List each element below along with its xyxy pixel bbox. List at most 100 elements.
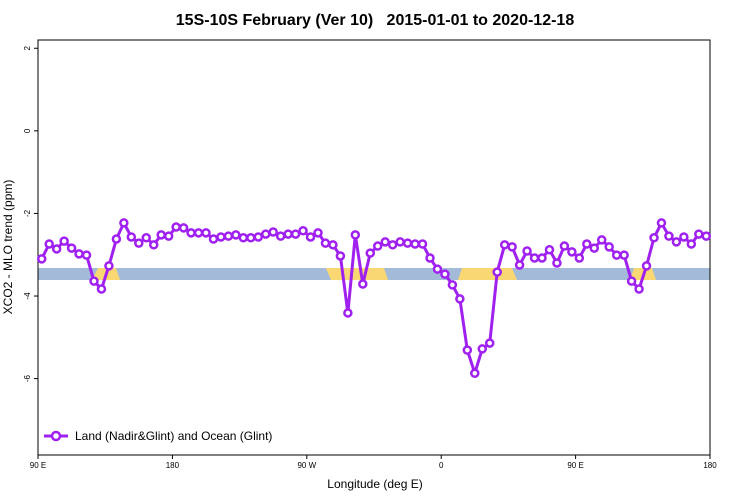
- data-point: [119, 218, 129, 228]
- surface-band: [38, 268, 710, 280]
- data-point: [574, 253, 585, 263]
- data-point: [238, 233, 249, 243]
- data-point: [649, 233, 659, 243]
- data-point: [193, 228, 204, 238]
- plot-frame: [37, 39, 711, 456]
- data-point: [298, 226, 308, 236]
- data-point: [171, 222, 181, 232]
- land-band: [326, 268, 388, 280]
- y-tick-label: -2: [23, 209, 32, 217]
- y-tick-label: 0: [23, 128, 32, 133]
- data-point: [343, 308, 353, 318]
- data-point: [514, 260, 525, 270]
- data-point: [96, 284, 107, 294]
- data-point: [81, 250, 92, 260]
- data-point: [246, 233, 256, 243]
- data-point: [290, 229, 301, 239]
- data-point: [567, 247, 577, 257]
- data-point: [470, 368, 480, 378]
- data-point: [604, 242, 614, 252]
- data-point: [425, 253, 435, 263]
- data-point: [559, 241, 570, 251]
- data-point: [529, 253, 540, 263]
- data-point: [619, 250, 629, 260]
- data-point: [350, 230, 361, 240]
- x-axis-label: Longitude (deg E): [327, 477, 422, 491]
- data-point: [417, 239, 428, 249]
- x-tick-label: 0: [439, 461, 444, 470]
- data-point: [455, 294, 465, 304]
- y-axis-label: XCO2 - MLO trend (ppm): [1, 180, 15, 315]
- data-point: [484, 338, 495, 348]
- data-point: [36, 254, 47, 264]
- x-tick-label: 90 E: [30, 461, 46, 470]
- data-point: [186, 228, 196, 238]
- data-point: [432, 264, 443, 274]
- data-point: [335, 251, 346, 261]
- data-point: [223, 231, 234, 241]
- data-point: [201, 228, 211, 238]
- data-point: [492, 267, 502, 277]
- data-point: [283, 229, 293, 239]
- legend-marker: [50, 430, 62, 442]
- data-point: [253, 232, 264, 242]
- data-point: [178, 223, 189, 233]
- data-point: [589, 243, 600, 253]
- data-point: [275, 231, 286, 241]
- data-point: [462, 345, 473, 355]
- data-point: [66, 243, 77, 253]
- data-point: [260, 229, 271, 239]
- data-point: [134, 238, 144, 248]
- x-tick-label: 180: [703, 461, 717, 470]
- data-point: [231, 230, 241, 240]
- y-tick-label: -4: [23, 292, 32, 300]
- data-point: [74, 249, 84, 259]
- data-point: [268, 227, 278, 237]
- y-tick-label: 2: [23, 45, 32, 50]
- data-point: [552, 258, 562, 268]
- land-band: [458, 268, 517, 280]
- data-point: [544, 245, 555, 255]
- data-point: [216, 232, 226, 242]
- data-point: [626, 276, 637, 286]
- data-point: [656, 218, 667, 228]
- data-point: [104, 261, 114, 271]
- data-point: [611, 250, 622, 260]
- data-point: [447, 280, 458, 290]
- data-point: [664, 231, 674, 241]
- data-point: [686, 239, 697, 249]
- data-point: [208, 234, 219, 244]
- data-point: [148, 240, 159, 250]
- legend-label: Land (Nadir&Glint) and Ocean (Glint): [75, 429, 272, 443]
- data-point: [387, 240, 398, 250]
- data-point: [395, 237, 405, 247]
- x-tick-label: 90 E: [567, 461, 583, 470]
- data-point: [477, 344, 488, 354]
- data-point: [507, 242, 517, 252]
- data-point: [141, 233, 152, 243]
- chart-title: 15S-10S February (Ver 10) 2015-01-01 to …: [176, 12, 575, 29]
- data-point: [701, 231, 712, 241]
- data-point: [596, 235, 607, 245]
- data-point: [582, 239, 592, 249]
- data-point: [641, 261, 652, 271]
- data-point: [313, 228, 323, 238]
- data-point: [111, 234, 122, 244]
- x-tick-label: 180: [166, 461, 180, 470]
- data-point: [410, 239, 420, 249]
- data-point: [694, 229, 704, 239]
- y-tick-label: -6: [23, 375, 32, 383]
- data-point: [305, 232, 316, 242]
- data-point: [156, 230, 166, 240]
- data-point: [440, 269, 450, 279]
- data-point: [671, 237, 682, 247]
- data-point: [320, 238, 331, 248]
- data-point: [358, 279, 368, 289]
- data-point: [365, 248, 376, 258]
- data-point: [522, 246, 532, 256]
- data-point: [634, 284, 644, 294]
- data-point: [59, 236, 69, 246]
- data-point: [126, 232, 137, 242]
- data-point: [44, 239, 54, 249]
